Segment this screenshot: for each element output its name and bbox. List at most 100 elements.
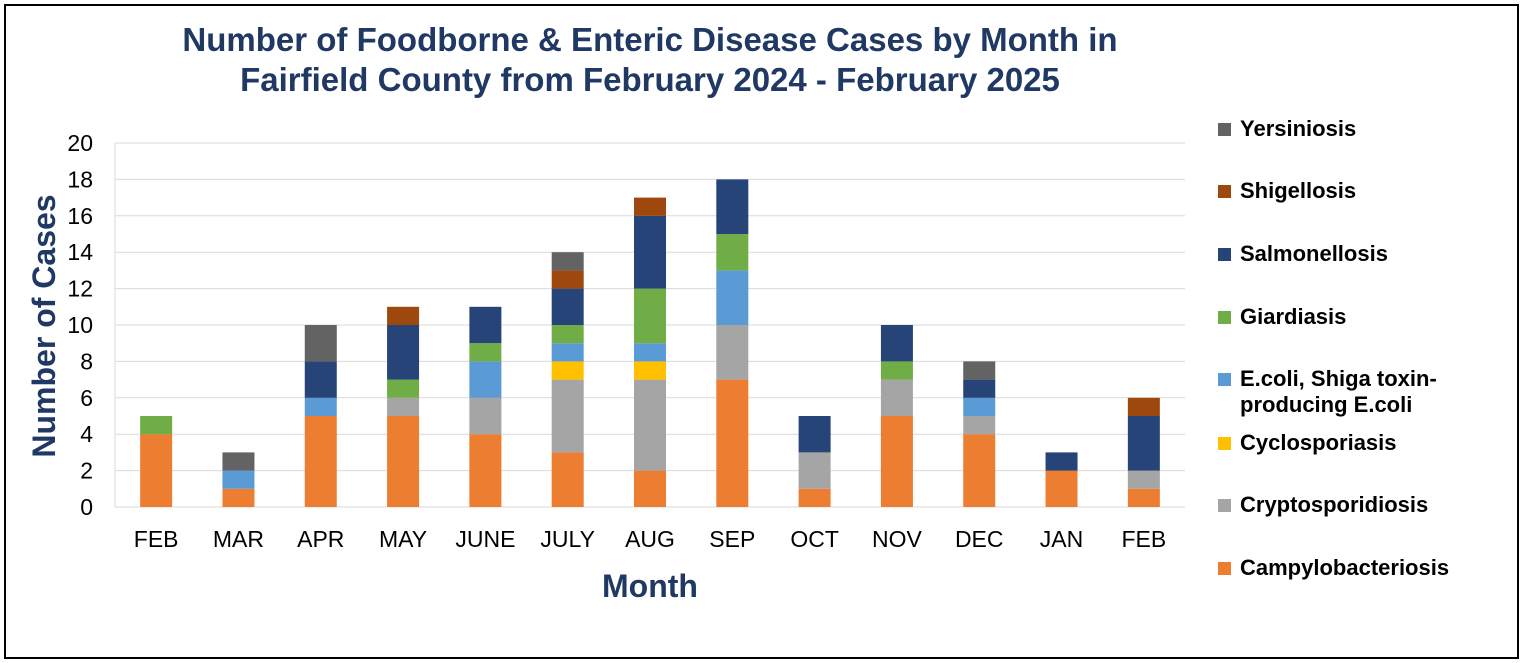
x-tick-label: OCT (790, 526, 839, 552)
bar-segment-yersiniosis (222, 452, 255, 471)
ticks: 0 2 4 6 8 10 12 14 16 18 20 FEB MAR APR MAY JUNE JULY AUG… (67, 130, 1166, 552)
bar-segment-salmonellosis (634, 215, 666, 289)
legend-swatch (1218, 123, 1231, 136)
x-axis-title: Month (602, 568, 698, 604)
x-tick-label: SEP (709, 526, 755, 552)
x-tick-label: MAR (213, 526, 264, 552)
bar-segment-salmonellosis (387, 325, 420, 380)
bar-segment-campylobacteriosis (551, 452, 584, 507)
x-tick-label: JULY (540, 526, 595, 552)
bar-segment-cryptosporidiosis (551, 379, 584, 453)
x-tick-label: AUG (625, 526, 675, 552)
x-tick-label: JAN (1040, 526, 1083, 552)
bar-segment-yersiniosis (963, 361, 996, 380)
bar-segment-salmonellosis (304, 361, 337, 398)
legend-swatch (1218, 499, 1231, 512)
bar-segment-e-coli-shiga-toxin-producing-e-coli (716, 270, 749, 325)
bar-segment-campylobacteriosis (304, 416, 337, 507)
bar-segment-cyclosporiasis (551, 361, 584, 380)
bar-segment-shigellosis (634, 197, 666, 216)
bar-segment-campylobacteriosis (880, 416, 913, 507)
bar-segment-giardiasis (140, 416, 173, 435)
y-tick-label: 10 (67, 312, 93, 338)
legend-label: Shigellosis (1240, 178, 1357, 203)
bar-segment-salmonellosis (716, 179, 749, 234)
legend-swatch (1218, 437, 1231, 450)
bar-segment-salmonellosis (1127, 416, 1160, 471)
bar-segment-giardiasis (387, 379, 420, 398)
y-tick-label: 14 (67, 239, 93, 265)
bar-segment-salmonellosis (963, 379, 996, 398)
bar-segment-campylobacteriosis (963, 434, 996, 507)
bar-segment-e-coli-shiga-toxin-producing-e-coli (469, 361, 502, 398)
y-tick-label: 0 (80, 494, 93, 520)
x-tick-label: DEC (955, 526, 1004, 552)
bar-segment-cryptosporidiosis (469, 397, 502, 435)
bar-segment-cryptosporidiosis (716, 325, 749, 380)
bar-segment-yersiniosis (551, 252, 584, 271)
y-tick-label: 2 (80, 458, 93, 484)
legend-label: Campylobacteriosis (1240, 555, 1450, 580)
y-tick-label: 12 (67, 276, 93, 302)
x-tick-label: FEB (134, 526, 179, 552)
bar-segment-campylobacteriosis (716, 379, 749, 507)
legend-swatch (1218, 311, 1231, 324)
bar-segment-e-coli-shiga-toxin-producing-e-coli (222, 470, 255, 489)
bar-segment-e-coli-shiga-toxin-producing-e-coli (634, 343, 666, 362)
x-tick-label: FEB (1121, 526, 1166, 552)
bar-segment-giardiasis (716, 234, 749, 271)
bar-segment-campylobacteriosis (1045, 470, 1078, 507)
bar-segment-campylobacteriosis (634, 470, 666, 507)
bar-segment-e-coli-shiga-toxin-producing-e-coli (304, 397, 337, 416)
bar-segment-cryptosporidiosis (634, 379, 666, 471)
legend-label: Cryptosporidiosis (1240, 492, 1429, 517)
bar-segment-giardiasis (880, 361, 913, 380)
legend-label: Yersiniosis (1240, 116, 1357, 141)
bar-segment-campylobacteriosis (387, 416, 420, 507)
bar-segment-cryptosporidiosis (798, 452, 831, 489)
bar-segment-campylobacteriosis (798, 488, 831, 507)
legend-label: E.coli, Shiga toxin-producing E.coli (1240, 366, 1437, 417)
y-tick-label: 20 (67, 130, 93, 156)
y-tick-label: 8 (80, 348, 93, 374)
bar-segment-shigellosis (1127, 397, 1160, 416)
x-tick-label: APR (297, 526, 344, 552)
bar-segment-salmonellosis (798, 416, 831, 453)
bar-segment-giardiasis (469, 343, 502, 362)
bar-segment-campylobacteriosis (222, 488, 255, 507)
y-tick-label: 4 (80, 421, 93, 447)
bar-segment-e-coli-shiga-toxin-producing-e-coli (551, 343, 584, 362)
bar-segment-salmonellosis (1045, 452, 1078, 471)
bar-segment-giardiasis (634, 288, 666, 344)
bar-segment-shigellosis (551, 270, 584, 289)
legend-swatch (1218, 562, 1231, 575)
bar-segment-salmonellosis (469, 306, 502, 344)
x-tick-label: JUNE (455, 526, 515, 552)
bar-segment-cryptosporidiosis (1127, 470, 1160, 489)
y-axis-title: Number of Cases (26, 194, 62, 457)
legend-label: Cyclosporiasis (1240, 430, 1397, 455)
y-tick-label: 16 (67, 203, 93, 229)
bar-segment-giardiasis (551, 325, 584, 344)
x-tick-label: NOV (872, 526, 923, 552)
chart-frame (4, 4, 1519, 659)
bars (140, 179, 1160, 507)
legend-swatch (1218, 248, 1231, 261)
bar-segment-cryptosporidiosis (963, 416, 996, 435)
bar-segment-campylobacteriosis (140, 434, 173, 507)
bar-segment-yersiniosis (304, 325, 337, 362)
chart-title: Number of Foodborne & Enteric Disease Ca… (182, 21, 1118, 98)
y-tick-label: 18 (67, 166, 93, 192)
bar-segment-campylobacteriosis (469, 434, 502, 507)
x-tick-label: MAY (379, 526, 427, 552)
legend-swatch (1218, 373, 1231, 386)
legend-label: Giardiasis (1240, 304, 1347, 329)
bar-segment-cryptosporidiosis (387, 397, 420, 416)
bar-segment-salmonellosis (551, 288, 584, 325)
bar-segment-cryptosporidiosis (880, 379, 913, 416)
bar-segment-salmonellosis (880, 325, 913, 362)
bar-segment-e-coli-shiga-toxin-producing-e-coli (963, 397, 996, 416)
legend-swatch (1218, 185, 1231, 198)
bar-segment-cyclosporiasis (634, 361, 666, 380)
